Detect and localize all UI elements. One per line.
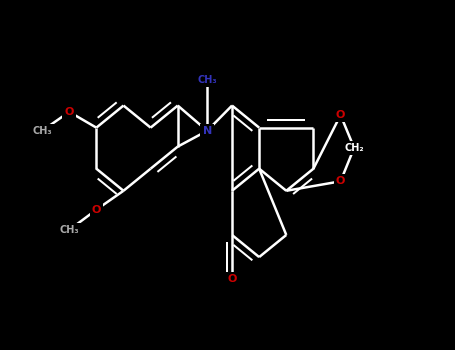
Text: O: O — [228, 274, 237, 284]
Text: O: O — [336, 110, 345, 120]
Text: O: O — [65, 107, 74, 117]
Text: CH₂: CH₂ — [344, 143, 364, 153]
Text: O: O — [91, 205, 101, 215]
Text: O: O — [336, 176, 345, 186]
Text: N: N — [202, 126, 212, 136]
Text: CH₃: CH₃ — [197, 75, 217, 85]
Text: CH₃: CH₃ — [60, 225, 79, 235]
Text: CH₃: CH₃ — [32, 126, 52, 136]
